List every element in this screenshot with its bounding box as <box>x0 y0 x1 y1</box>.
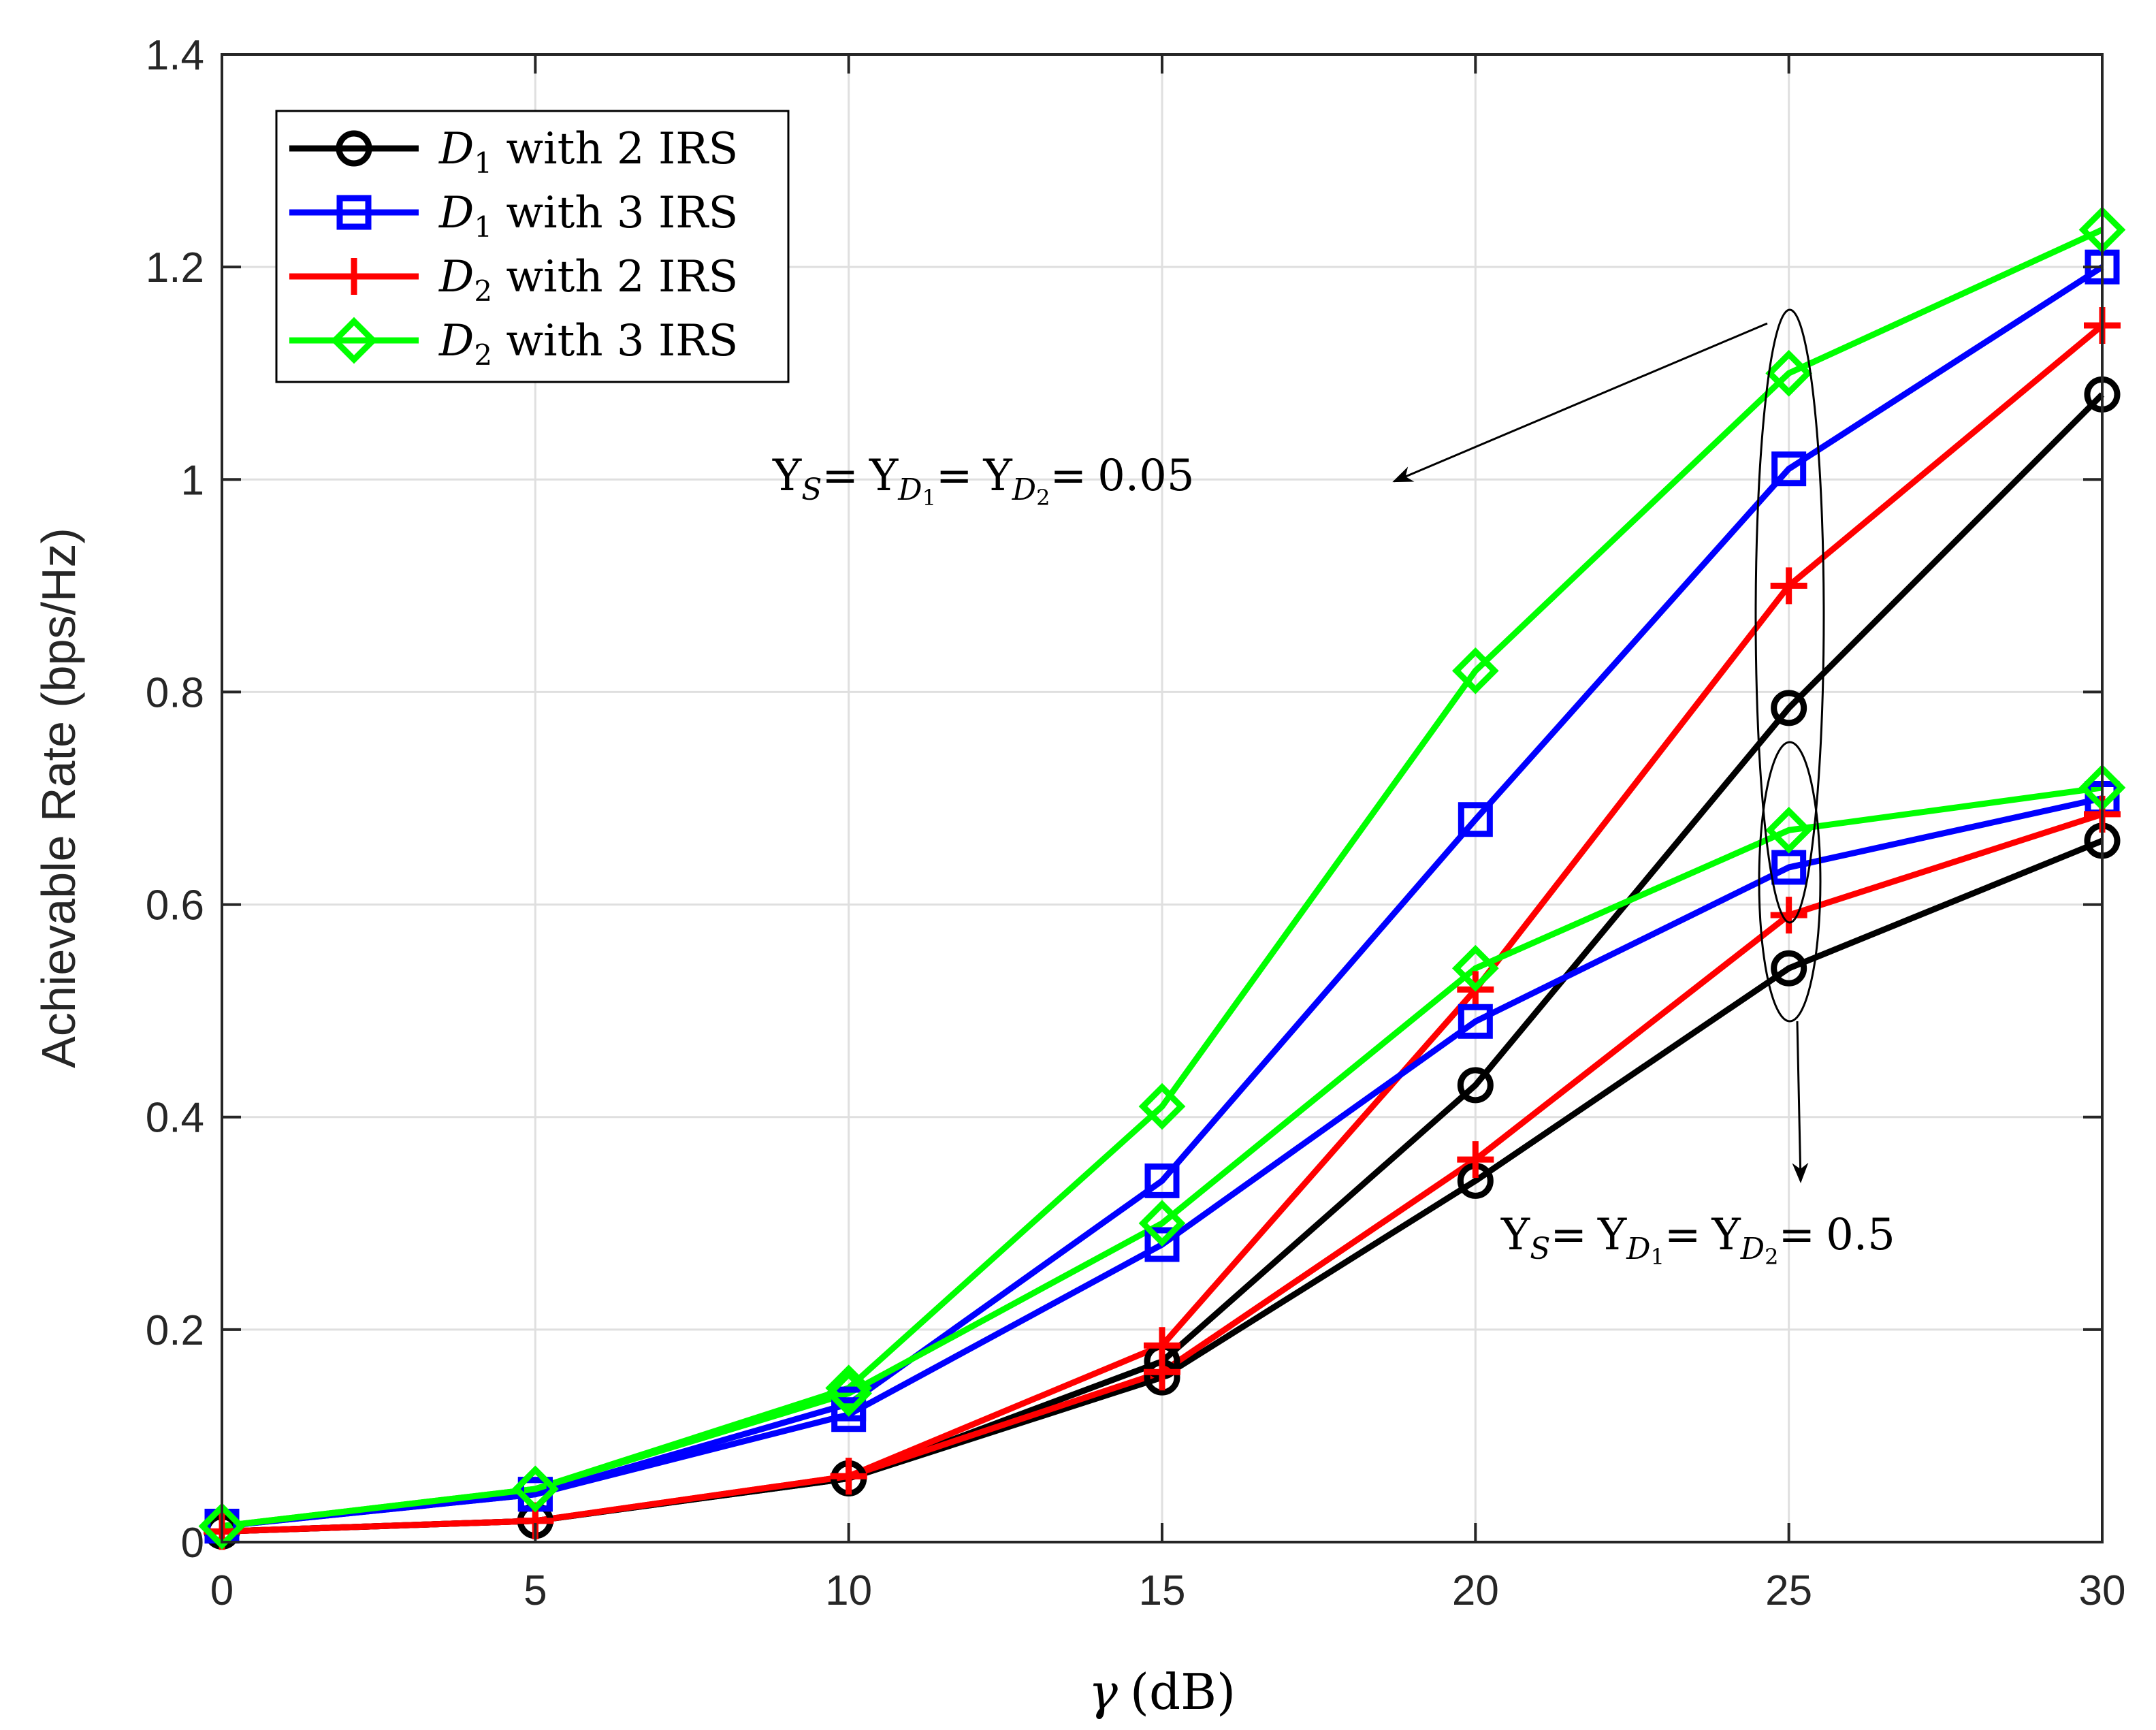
data-point-diamond <box>1451 944 1499 992</box>
data-point-diamond <box>198 1503 246 1550</box>
data-point-diamond <box>825 1364 873 1412</box>
data-point-plus <box>1770 567 1807 605</box>
x-tick-label: 20 <box>1452 1567 1499 1614</box>
legend-label-1: D1 with 3 IRS <box>438 188 738 244</box>
arrow-high <box>1392 322 1768 483</box>
data-point-diamond <box>1765 806 1813 854</box>
arrow-low <box>1792 1021 1809 1183</box>
data-point-square <box>1771 451 1807 487</box>
x-tick-label: 5 <box>524 1567 547 1614</box>
axis-ticks <box>221 53 2104 1543</box>
y-tick-label: 1.4 <box>146 32 204 79</box>
annotation-high: ΥS= ΥD1= ΥD2= 0.05 <box>772 451 1195 511</box>
y-tick-label: 0.8 <box>146 669 204 716</box>
series-line-7 <box>221 784 2103 1530</box>
legend-marker-square <box>336 195 372 230</box>
legend-marker-plus <box>336 258 372 295</box>
data-point-square <box>1458 1004 1493 1039</box>
ellipse-high-group <box>1754 308 1825 924</box>
y-tick-label: 1 <box>181 457 204 504</box>
data-point-diamond <box>1138 1200 1186 1247</box>
ellipse-low-group <box>1758 741 1822 1023</box>
legend: D1 with 2 IRS D1 with 3 IRS D2 with 2 IRS D… <box>275 110 790 383</box>
x-axis-unit: (dB) <box>1130 1663 1236 1720</box>
x-axis-label: γ (dB) <box>1089 1663 1236 1720</box>
legend-label-0: D1 with 2 IRS <box>438 124 738 180</box>
data-point-plus <box>1144 1353 1180 1391</box>
annotations: ΥS= ΥD1= ΥD2= 0.05 ΥS= ΥD1= ΥD2= 0.5 <box>772 308 1895 1270</box>
data-point-square <box>1458 802 1493 837</box>
legend-label-3: D2 with 3 IRS <box>438 316 738 372</box>
data-point-plus <box>1770 897 1807 934</box>
data-point-diamond <box>1451 647 1499 694</box>
y-axis-label: Achievable Rate (bps/Hz) <box>32 528 85 1068</box>
x-axis-symbol: γ <box>1089 1663 1119 1720</box>
x-tick-label: 0 <box>210 1567 234 1614</box>
legend-marker-circle <box>336 130 372 167</box>
data-point-square <box>1144 1227 1180 1262</box>
legend-label-2: D2 with 2 IRS <box>438 252 738 308</box>
data-point-circle <box>1771 690 1807 726</box>
data-point-square <box>1144 1163 1180 1198</box>
x-tick-label: 25 <box>1765 1567 1812 1614</box>
x-tick-label: 10 <box>825 1567 872 1614</box>
annotation-low: ΥS= ΥD1= ΥD2= 0.5 <box>1500 1210 1895 1270</box>
y-tick-label: 1.2 <box>146 244 204 291</box>
data-point-diamond <box>1765 349 1813 397</box>
y-tick-label: 0.4 <box>146 1095 204 1142</box>
y-tick-label: 0 <box>181 1520 204 1567</box>
grid <box>222 54 2102 1542</box>
legend-box <box>275 110 790 383</box>
data-point-diamond <box>1138 1083 1186 1130</box>
data-point-diamond <box>825 1370 873 1417</box>
data-point-circle <box>1771 950 1807 987</box>
data-point-plus <box>830 1458 867 1495</box>
data-point-square <box>831 1397 867 1432</box>
y-tick-label: 0.6 <box>146 882 204 929</box>
data-point-diamond <box>511 1465 559 1513</box>
legend-marker-diamond <box>330 317 378 364</box>
x-tick-label: 30 <box>2079 1567 2126 1614</box>
y-tick-label: 0.2 <box>146 1307 204 1354</box>
data-point-circle <box>1457 1067 1494 1104</box>
tick-labels: 0 5 10 15 20 25 30 0 0.2 0.4 0.6 0.8 1 1.2 1.4 <box>146 32 2126 1614</box>
x-tick-label: 15 <box>1139 1567 1186 1614</box>
data-point-plus <box>1457 1141 1494 1179</box>
